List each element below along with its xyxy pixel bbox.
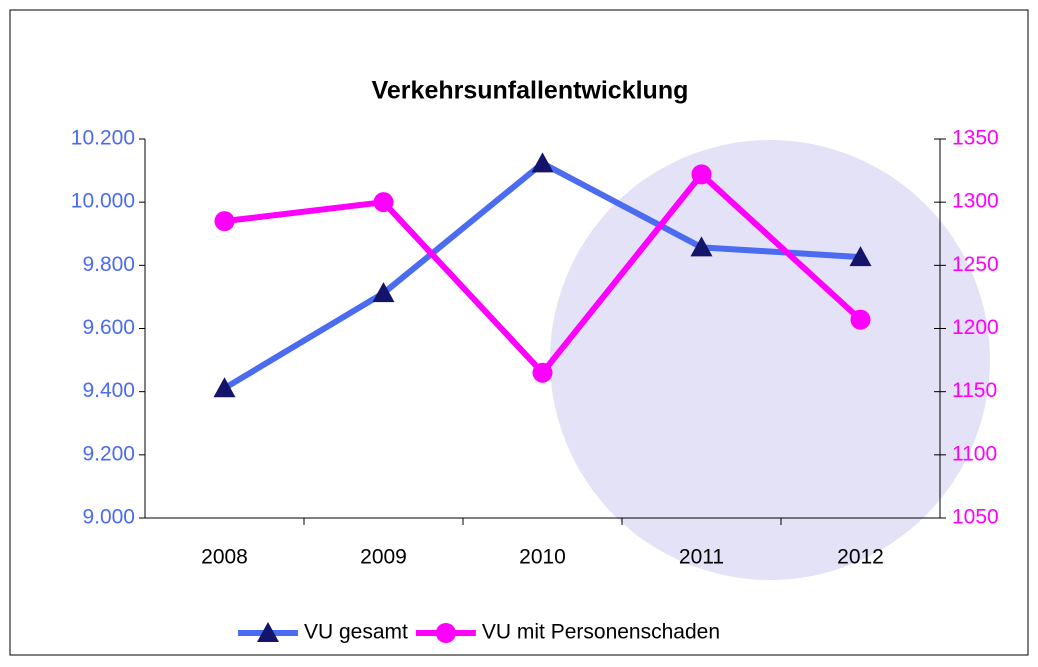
y2-tick-label: 1350: [952, 127, 999, 150]
x-tick-label: 2010: [519, 546, 566, 569]
chart: Verkehrsunfallentwicklung 9.000 9.200 9.40…: [0, 0, 1038, 662]
legend-label: VU mit Personenschaden: [482, 621, 720, 644]
y-tick-label: 9.200: [82, 442, 135, 465]
y-tick-label: 9.800: [82, 253, 135, 276]
y-tick-label: 9.400: [82, 379, 135, 402]
data-point: [692, 164, 712, 184]
y2-tick-label: 1250: [952, 253, 999, 276]
y2-tick-label: 1150: [952, 379, 997, 402]
y2-tick-label: 1200: [952, 316, 999, 339]
x-tick-label: 2009: [360, 546, 407, 569]
y-tick-label: 9.600: [82, 316, 135, 339]
x-tick-label: 2011: [679, 546, 724, 569]
x-tick-label: 2012: [837, 546, 884, 569]
legend-label: VU gesamt: [304, 621, 408, 644]
data-point: [851, 310, 871, 330]
data-point: [533, 363, 553, 383]
y-tick-label: 10.000: [71, 190, 135, 213]
y-tick-label: 10.200: [71, 127, 135, 150]
y2-tick-label: 1050: [952, 506, 999, 529]
x-tick-label: 2008: [201, 546, 248, 569]
data-point: [374, 192, 394, 212]
data-point: [215, 211, 235, 231]
y-tick-label: 9.000: [82, 506, 135, 529]
background-emblem: [550, 140, 990, 580]
legend-marker: [436, 623, 456, 643]
y2-tick-label: 1100: [952, 442, 997, 465]
chart-title: Verkehrsunfallentwicklung: [372, 77, 689, 105]
y2-tick-label: 1300: [952, 190, 999, 213]
